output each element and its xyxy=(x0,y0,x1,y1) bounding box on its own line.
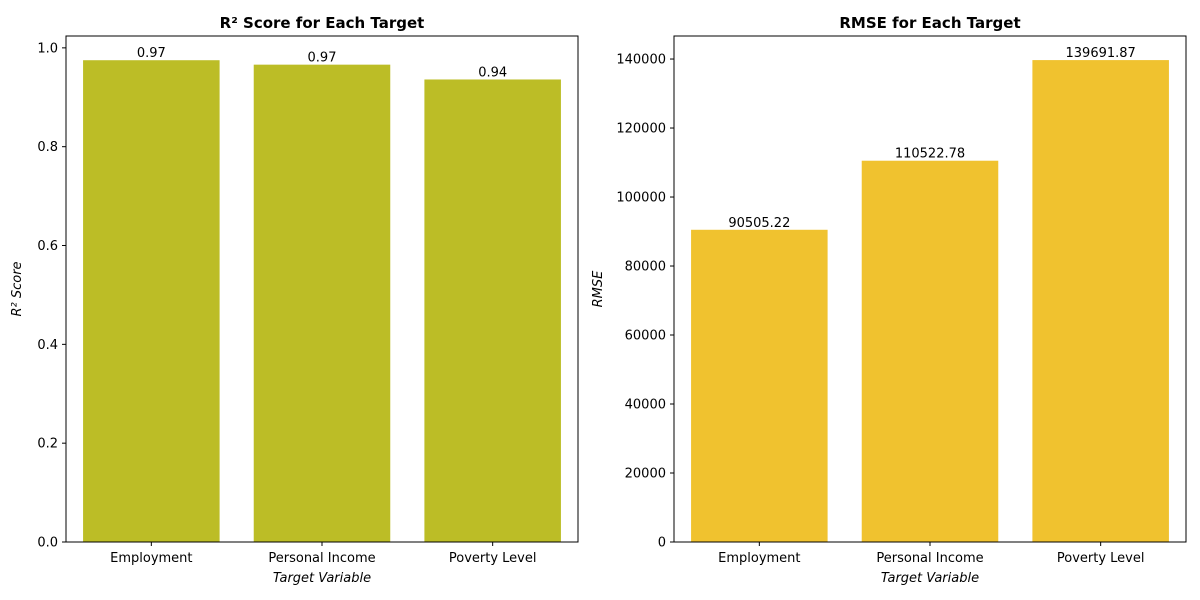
x-tick-label: Poverty Level xyxy=(1057,551,1145,566)
x-tick-label: Employment xyxy=(718,551,800,566)
chart-title: RMSE for Each Target xyxy=(839,14,1020,32)
y-tick-label: 100000 xyxy=(616,191,666,206)
y-tick-label: 0.8 xyxy=(37,140,58,155)
bar-employment xyxy=(691,229,828,542)
y-tick-label: 0 xyxy=(658,536,666,551)
bar-personal-income xyxy=(253,64,391,542)
y-tick-label: 60000 xyxy=(625,329,666,344)
y-tick-label: 0.4 xyxy=(37,338,58,353)
x-axis-label: Target Variable xyxy=(273,571,371,586)
x-axis-label: Target Variable xyxy=(881,571,979,586)
x-tick-label: Employment xyxy=(110,551,192,566)
y-tick-label: 20000 xyxy=(625,467,666,482)
y-tick-label: 0.6 xyxy=(37,239,58,254)
y-tick-label: 40000 xyxy=(625,398,666,413)
data-label: 0.97 xyxy=(308,51,337,66)
y-tick-label: 80000 xyxy=(625,260,666,275)
bar-personal-income xyxy=(861,160,999,542)
y-tick-label: 1.0 xyxy=(37,41,58,56)
data-label: 0.97 xyxy=(137,46,166,61)
data-label: 139691.87 xyxy=(1066,46,1136,61)
bar-poverty-level xyxy=(1032,60,1169,543)
y-axis-label: RMSE xyxy=(591,270,606,308)
data-label: 110522.78 xyxy=(895,147,965,162)
y-tick-label: 140000 xyxy=(616,53,666,68)
y-axis-label: R² Score xyxy=(10,261,25,316)
bar-employment xyxy=(83,60,220,543)
rmse-chart: 90505.22 110522.78 139691.87 0 20000 40000 600… xyxy=(591,14,1187,586)
x-tick-label: Personal Income xyxy=(876,551,983,566)
bar-poverty-level xyxy=(424,79,561,542)
x-tick-label: Poverty Level xyxy=(449,551,537,566)
x-tick-label: Personal Income xyxy=(268,551,375,566)
y-tick-label: 120000 xyxy=(616,122,666,137)
y-tick-label: 0.2 xyxy=(37,437,58,452)
r2-score-chart: 0.97 0.97 0.94 0.0 0.2 0.4 0.6 0.8 1.0 Employment… xyxy=(10,14,579,586)
chart-title: R² Score for Each Target xyxy=(220,14,425,32)
data-label: 90505.22 xyxy=(728,216,790,231)
y-tick-label: 0.0 xyxy=(37,536,58,551)
data-label: 0.94 xyxy=(478,65,507,80)
